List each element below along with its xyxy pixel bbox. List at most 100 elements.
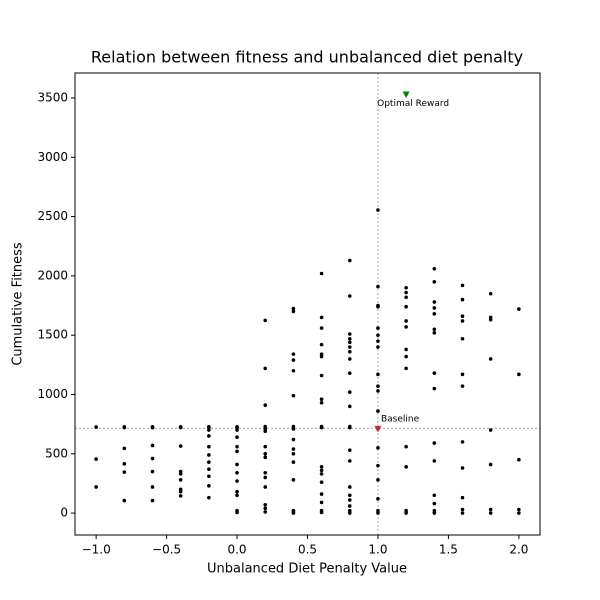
x-tick-label: −1.0 [82,543,111,557]
marker [402,91,410,98]
data-point [404,290,408,295]
data-point [319,465,324,469]
data-point [263,506,268,511]
data-point [263,451,268,456]
data-point [235,449,239,454]
data-point [263,502,268,507]
data-point [178,494,183,498]
data-point [376,345,380,349]
data-point [460,495,465,500]
data-point [207,483,211,488]
data-point [263,485,268,489]
data-point [488,428,493,432]
data-point [347,340,352,345]
data-point [122,425,127,430]
data-point [150,425,155,430]
data-point [207,467,211,471]
data-point [460,466,465,470]
data-point [432,306,437,310]
data-point [291,309,296,314]
data-point [347,390,352,394]
data-point [488,511,493,515]
data-point [319,400,324,405]
data-point [150,485,155,489]
x-tick-label: 0.5 [298,543,317,557]
data-point [404,325,408,329]
data-point [460,283,465,288]
data-point [319,342,324,347]
y-axis-label: Cumulative Fitness [11,242,26,366]
data-point [235,510,239,515]
data-point [376,208,380,212]
data-point [376,284,380,289]
data-point [178,478,183,482]
y-tick-label: 0 [60,506,68,520]
data-point [150,469,155,474]
data-point [376,446,380,450]
data-point [207,495,211,500]
data-point [432,441,437,445]
data-point [94,457,98,461]
data-point [150,443,155,448]
data-point [404,285,408,290]
data-point [263,318,268,323]
data-point [347,336,352,341]
data-point [432,501,437,506]
data-point [291,460,296,464]
data-point [235,493,239,498]
data-point [150,498,155,503]
x-tick-label: 1.0 [368,543,387,557]
data-point [347,485,352,489]
data-point [235,462,239,467]
data-point [460,507,465,512]
data-point [404,444,408,449]
data-point [263,475,268,480]
data-point [517,511,521,515]
data-point [291,358,296,362]
data-point [319,500,324,505]
data-point [178,472,183,476]
data-point [460,440,465,444]
data-point [207,453,211,457]
data-point [235,479,239,483]
data-point [235,470,239,475]
x-tick-label: 2.0 [509,543,528,557]
data-point [460,511,465,515]
data-point [178,489,183,494]
plot-frame [74,72,541,536]
x-axis-label: Unbalanced Diet Penalty Value [207,562,407,577]
annotation: Optimal Reward [377,99,449,109]
data-point [404,304,408,309]
chart-title: Relation between fitness and unbalanced … [91,48,523,67]
data-point [347,511,352,515]
data-point [432,493,437,498]
data-point [432,312,437,316]
data-point [404,354,408,359]
data-point [347,404,352,409]
data-point [319,468,324,473]
data-point [235,428,239,432]
data-point [488,317,493,322]
x-tick-label: −0.5 [152,543,181,557]
data-point [291,437,296,442]
data-point [517,372,521,377]
data-point [150,456,155,461]
data-point [347,332,352,336]
data-point [517,307,521,311]
data-point [376,478,380,482]
data-point [263,429,268,434]
data-point [291,306,296,311]
data-point [404,295,408,300]
data-point [291,451,296,456]
data-point [376,326,380,330]
data-point [460,372,465,377]
data-point [347,493,352,498]
annotation: Baseline [381,414,420,424]
x-tick-label: 1.5 [439,543,458,557]
data-point [94,485,98,489]
data-point [376,333,380,337]
data-point [432,327,437,332]
data-point [207,434,211,438]
